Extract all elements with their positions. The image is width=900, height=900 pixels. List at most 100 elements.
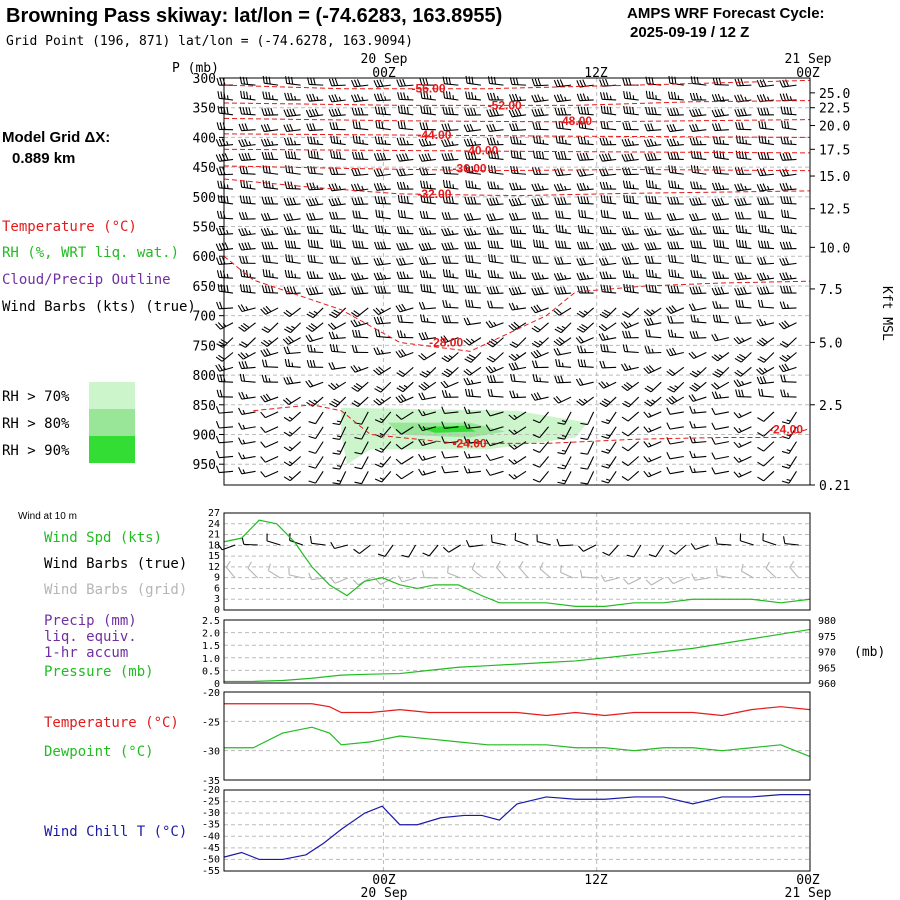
xs-wind-barb <box>712 225 729 235</box>
xs-wind-barb <box>237 352 256 360</box>
xs-wind-barb <box>600 209 617 220</box>
xs-wind-barb <box>600 344 617 354</box>
xs-wind-barb <box>418 256 436 265</box>
xs-wind-barb <box>666 422 684 430</box>
xs-wind-barb <box>689 108 707 118</box>
xs-wind-barb <box>667 196 684 205</box>
xs-wind-barb <box>351 79 369 88</box>
xs-wind-barb <box>395 456 414 465</box>
xs-wind-barb <box>555 224 572 235</box>
xs-wind-barb <box>598 168 617 177</box>
xs-wind-barb <box>395 426 414 435</box>
xs-wind-barb <box>464 352 482 363</box>
xs-wind-barb <box>557 441 572 455</box>
xs-wind-barb <box>711 123 729 132</box>
windchill-panel: Wind Chill T (°C) -55-50-45-40-35-30-25-… <box>44 785 811 877</box>
xs-wind-barb <box>688 394 707 402</box>
xs-wind-barb <box>711 182 729 191</box>
xs-wind-barb <box>689 406 707 414</box>
xs-wind-barb <box>666 227 684 236</box>
xs-wind-barb <box>621 426 640 437</box>
xs-wind-barb <box>758 210 774 220</box>
xs-wind-barb <box>644 396 662 407</box>
xs-wind-barb <box>733 426 752 434</box>
xs-wind-barb <box>397 209 414 220</box>
grid-point-label: Grid Point (196, 871) lat/lon = (-74.627… <box>6 34 413 49</box>
legend-wind-speed: Wind Spd (kts) <box>44 530 162 546</box>
windchill-tick-label: -25 <box>202 797 220 808</box>
xs-wind-barb <box>352 210 369 220</box>
xs-wind-barb <box>463 123 482 133</box>
xs-wind-barb <box>419 167 436 176</box>
wind-barb-true <box>353 544 371 555</box>
wind-tick-label: 9 <box>214 573 220 584</box>
xs-wind-barb <box>577 136 594 146</box>
xs-wind-barb <box>554 322 572 334</box>
xs-wind-barb <box>510 165 527 175</box>
temperature-series <box>224 703 811 717</box>
precip-pressure-ticks: 0 0.51.0 1.52.0 2.5 960 965 970 975 980 <box>202 616 836 690</box>
height-tick-label: 25.0 <box>819 87 850 102</box>
xs-wind-barb <box>690 269 707 279</box>
xs-wind-barb <box>601 411 617 425</box>
xs-wind-barb <box>418 138 436 147</box>
xs-wind-barb <box>217 194 234 205</box>
legend-precip: Precip (mm) <box>44 613 137 629</box>
xs-wind-barb <box>734 286 752 296</box>
xs-wind-barb <box>667 315 684 324</box>
xs-wind-barb <box>757 151 774 160</box>
xs-wind-barb <box>780 225 797 235</box>
precip-tick-label: 1.0 <box>202 654 220 665</box>
xs-wind-barb <box>284 181 301 190</box>
xs-wind-barb <box>531 183 549 192</box>
xs-wind-barb <box>576 307 594 318</box>
isotherm-label: -32.00 <box>417 187 451 201</box>
xs-wind-barb <box>441 465 459 474</box>
xs-wind-barb <box>779 257 797 266</box>
wind-barb-true <box>690 543 709 550</box>
xs-wind-barb <box>756 183 775 192</box>
xs-wind-barb <box>486 123 504 133</box>
xs-wind-barb <box>418 392 436 401</box>
pressure-tick-label: 980 <box>818 616 836 627</box>
xs-wind-barb <box>283 307 301 317</box>
xs-wind-barb <box>373 168 391 177</box>
xs-wind-barb <box>441 315 459 324</box>
xs-wind-barb <box>621 470 640 481</box>
xs-wind-barb <box>532 122 549 131</box>
xs-wind-barb <box>351 197 369 206</box>
xs-wind-barb <box>305 379 324 388</box>
legend-temperature: Temperature (°C) <box>2 219 137 235</box>
xs-wind-barb <box>237 304 256 313</box>
xs-wind-barb <box>351 256 369 265</box>
cross-section-frame <box>223 77 811 486</box>
precip-tick-label: 0.5 <box>202 666 220 677</box>
xs-wind-barb <box>352 329 369 339</box>
xs-wind-barb <box>215 153 234 162</box>
xs-wind-barb <box>283 227 301 236</box>
xs-wind-barb <box>666 437 684 445</box>
xs-wind-barb <box>666 407 684 415</box>
isotherm-label: -56.00 <box>412 82 446 96</box>
xs-wind-barb <box>598 381 617 389</box>
xs-wind-barb <box>373 347 391 356</box>
xs-wind-barb <box>373 272 391 281</box>
cross-section-panel: P (mb) Kft MSL -56.00-52.00-48.00-44.00-… <box>172 61 894 494</box>
pressure-tick-label: 950 <box>193 458 216 473</box>
xs-wind-barb <box>575 336 594 344</box>
xs-wind-barb <box>441 227 459 237</box>
rh-shading <box>341 407 588 465</box>
height-tick-label: 2.5 <box>819 399 842 414</box>
xs-wind-barb <box>261 359 279 368</box>
xs-wind-barb <box>397 120 414 131</box>
wind-speed-line <box>223 519 811 608</box>
precip-tick-label: 1.5 <box>202 641 220 652</box>
xs-wind-barb <box>420 283 436 294</box>
wind-barb-true <box>465 539 484 548</box>
xs-wind-barb <box>623 105 639 116</box>
xs-wind-barb <box>599 137 617 146</box>
xs-wind-barb <box>329 211 346 220</box>
xs-wind-barb <box>643 455 662 463</box>
wind-barb-true <box>648 544 664 558</box>
